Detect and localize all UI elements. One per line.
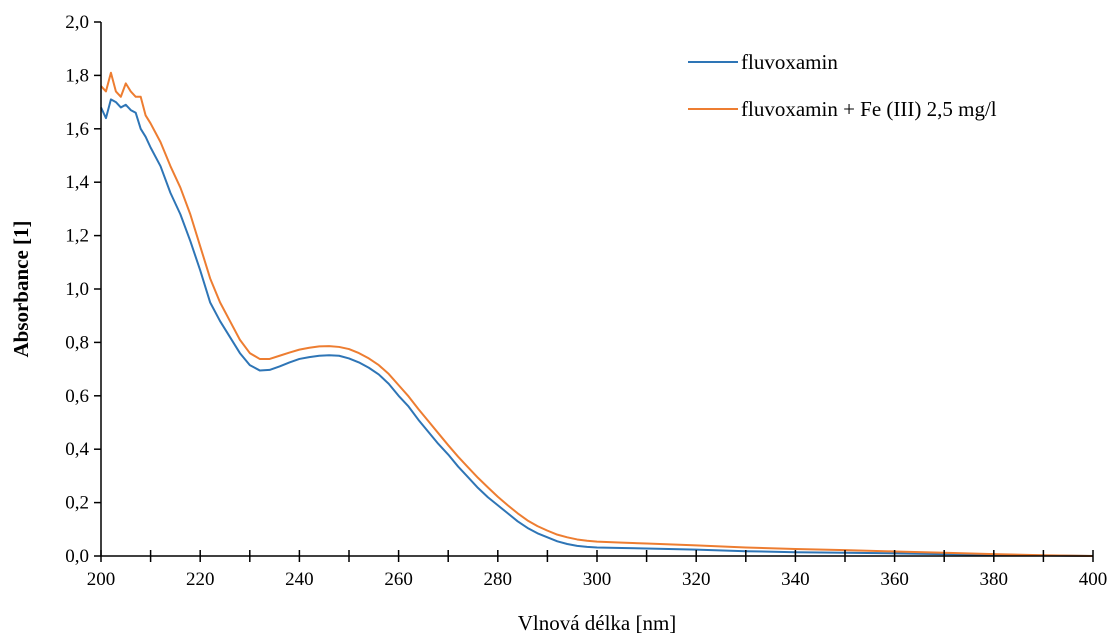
- axes-layer: [94, 21, 1094, 562]
- legend-label-2: fluvoxamin + Fe (III) 2,5 mg/l: [741, 97, 997, 121]
- series-line-2: [100, 71, 1094, 557]
- x-tick-label: 400: [1079, 569, 1108, 590]
- y-tick-label: 1,8: [65, 65, 89, 86]
- y-axis-title: Absorbance [1]: [9, 220, 33, 357]
- y-tick-label: 0,6: [65, 386, 89, 407]
- x-tick-label: 380: [980, 569, 1009, 590]
- y-tick-label: 2,0: [65, 12, 89, 33]
- x-tick-label: 220: [186, 569, 215, 590]
- series-layer: [100, 71, 1094, 557]
- legend-label-1: fluvoxamin: [741, 50, 838, 74]
- x-axis-title: Vlnová délka [nm]: [518, 611, 677, 635]
- y-tick-label: 0,0: [65, 546, 89, 567]
- series-line-1: [100, 98, 1094, 557]
- tick-labels: 0,0 0,2 0,4 0,6 0,8 1,0 1,2 1,4 1,6 1,8 2,0 200 220 2…: [65, 12, 1107, 590]
- y-tick-label: 0,8: [65, 332, 89, 353]
- x-tick-label: 340: [781, 569, 810, 590]
- x-tick-label: 200: [87, 569, 116, 590]
- y-tick-label: 0,2: [65, 493, 89, 514]
- x-tick-label: 360: [880, 569, 909, 590]
- x-tick-label: 280: [484, 569, 513, 590]
- y-tick-label: 1,2: [65, 226, 89, 247]
- legend: fluvoxamin fluvoxamin + Fe (III) 2,5 mg/l: [688, 50, 997, 121]
- x-tick-label: 240: [285, 569, 314, 590]
- y-tick-label: 1,0: [65, 279, 89, 300]
- x-tick-label: 260: [384, 569, 413, 590]
- y-tick-label: 1,4: [65, 172, 89, 193]
- x-tick-label: 300: [583, 569, 612, 590]
- y-tick-label: 1,6: [65, 119, 89, 140]
- y-tick-label: 0,4: [65, 439, 89, 460]
- x-tick-label: 320: [682, 569, 711, 590]
